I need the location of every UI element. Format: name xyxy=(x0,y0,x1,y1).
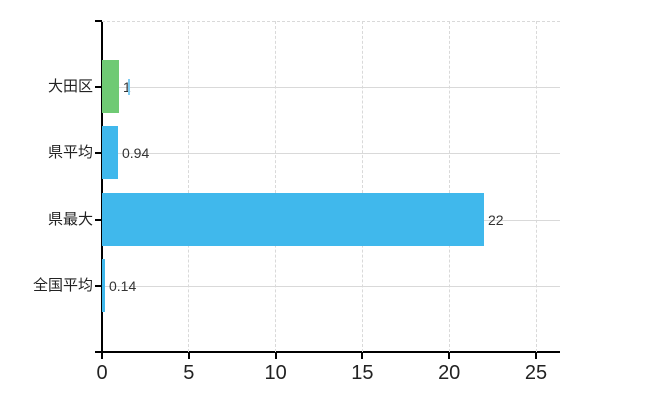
x-tick-label: 20 xyxy=(438,362,461,384)
bar xyxy=(102,193,484,246)
caret-artifact xyxy=(128,79,130,95)
value-label: 0.94 xyxy=(122,145,150,161)
plot-top-gridline xyxy=(102,21,560,22)
value-label: 0.14 xyxy=(109,278,137,294)
x-tick-label: 25 xyxy=(524,362,548,384)
category-label: 県平均 xyxy=(47,144,93,161)
bar xyxy=(102,126,118,179)
category-label: 大田区 xyxy=(47,78,93,95)
x-gridline xyxy=(188,21,190,352)
y-axis-tick xyxy=(95,152,102,154)
value-label: 22 xyxy=(488,212,504,228)
category-label: 全国平均 xyxy=(32,277,93,294)
y-axis-tick xyxy=(95,86,102,88)
x-tick-label: 5 xyxy=(183,362,195,384)
category-gridline xyxy=(102,87,560,88)
value-label: 1 xyxy=(123,79,131,95)
y-axis-line xyxy=(101,21,103,353)
x-tick-label: 10 xyxy=(264,362,287,384)
x-axis-tick xyxy=(448,352,451,359)
x-axis-tick xyxy=(274,352,277,359)
bar xyxy=(102,60,119,113)
x-gridline xyxy=(535,21,537,352)
category-label: 県最大 xyxy=(47,211,93,228)
category-gridline xyxy=(102,286,560,287)
y-axis-boundary-tick xyxy=(95,20,102,22)
y-axis-tick xyxy=(95,219,102,221)
y-axis-boundary-tick xyxy=(95,351,102,353)
x-axis-tick xyxy=(361,352,364,359)
y-axis-tick xyxy=(95,285,102,287)
x-axis-tick xyxy=(187,352,190,359)
x-tick-label: 15 xyxy=(351,362,374,384)
x-gridline xyxy=(448,21,450,352)
bar xyxy=(102,259,105,312)
x-axis-line xyxy=(101,351,560,353)
x-axis-tick xyxy=(535,352,537,359)
x-gridline xyxy=(361,21,363,352)
x-axis-tick xyxy=(101,352,103,359)
category-gridline xyxy=(102,153,560,154)
x-gridline xyxy=(275,21,277,352)
x-tick-label: 0 xyxy=(96,362,108,384)
